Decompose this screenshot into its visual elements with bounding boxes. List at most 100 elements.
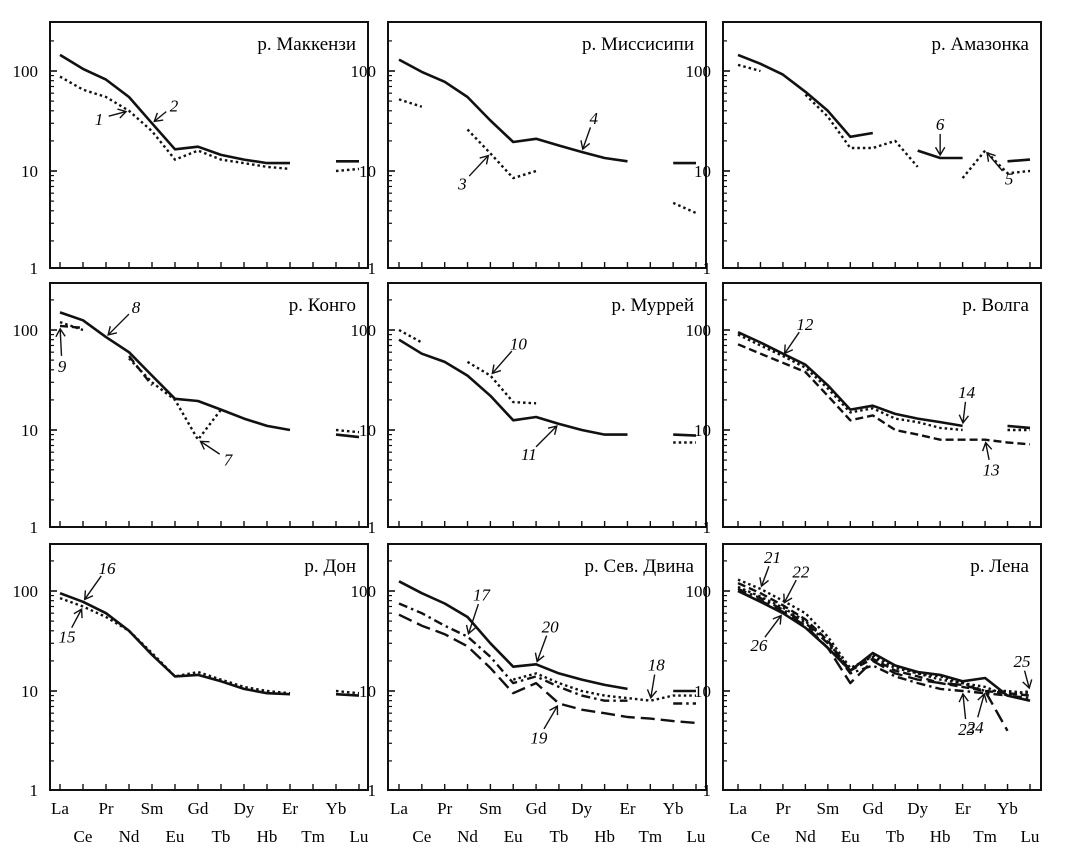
series-line xyxy=(59,596,291,695)
annotation-label: 24 xyxy=(967,718,985,737)
annotation-arrowhead xyxy=(534,652,545,663)
panel-frame xyxy=(49,282,369,528)
panel-1: 1 10 100 р. Маккензи 1 2 xyxy=(13,21,369,278)
series-17 xyxy=(398,602,696,705)
annotation-arrowhead xyxy=(117,108,128,119)
series-line xyxy=(737,578,1031,695)
y-tick-label: 1 xyxy=(703,259,712,278)
x-tick-label: Sm xyxy=(479,799,502,818)
y-tick-label: 1 xyxy=(368,781,377,800)
x-tick-label: Lu xyxy=(687,827,706,846)
series-line xyxy=(59,53,290,165)
y-tick-label: 1 xyxy=(368,518,377,537)
x-tick-label: La xyxy=(729,799,747,818)
y-tick-label: 100 xyxy=(351,62,377,81)
series-line xyxy=(398,338,628,436)
series-7 xyxy=(59,320,360,441)
annotation-label: 1 xyxy=(95,110,104,129)
x-tick-label: Tm xyxy=(639,827,663,846)
panel-frame xyxy=(387,282,707,528)
series-line xyxy=(335,692,360,697)
x-tick-label: Sm xyxy=(817,799,840,818)
panel-frame xyxy=(722,543,1042,791)
x-tick-label: Ce xyxy=(412,827,431,846)
annotation-label: 2 xyxy=(170,96,179,115)
annotation-arrowhead xyxy=(977,692,988,703)
series-line xyxy=(59,324,84,330)
annotation-arrow xyxy=(84,575,102,600)
x-tick-label: Tb xyxy=(886,827,905,846)
series-4 xyxy=(398,58,696,165)
panel-2: 1 10 100 р. Миссисипи 3 4 xyxy=(351,21,707,278)
y-tick-label: 10 xyxy=(359,162,376,181)
annotation-arrow xyxy=(760,565,770,587)
series-line xyxy=(737,53,874,139)
annotation-5: 5 xyxy=(986,151,1013,189)
y-tick-label: 1 xyxy=(703,781,712,800)
annotation-18: 18 xyxy=(646,656,665,700)
annotation-label: 15 xyxy=(59,627,76,646)
series-16 xyxy=(59,591,360,697)
y-tick-label: 1 xyxy=(703,518,712,537)
annotation-8: 8 xyxy=(107,298,141,336)
annotation-label: 20 xyxy=(542,617,560,636)
annotation-10: 10 xyxy=(491,335,528,375)
x-tick-label: Lu xyxy=(350,827,369,846)
annotation-label: 4 xyxy=(590,109,599,128)
annotation-arrowhead xyxy=(73,607,83,619)
series-6 xyxy=(737,53,1031,163)
x-tick-label: Pr xyxy=(775,799,790,818)
annotation-4: 4 xyxy=(580,109,599,151)
annotation-label: 26 xyxy=(750,636,768,655)
series-line xyxy=(917,149,963,160)
panel-frame xyxy=(387,543,707,791)
series-line xyxy=(1007,158,1031,163)
series-line xyxy=(737,589,1031,702)
series-13 xyxy=(737,343,1031,446)
y-tick-label: 100 xyxy=(686,321,712,340)
annotation-3: 3 xyxy=(457,154,490,193)
x-tick-label: Er xyxy=(282,799,298,818)
annotation-label: 22 xyxy=(792,562,810,581)
annotation-label: 10 xyxy=(510,335,528,354)
series-line xyxy=(398,58,628,163)
annotation-label: 16 xyxy=(99,559,117,578)
panel-frame xyxy=(722,282,1042,528)
annotation-arrowhead xyxy=(986,151,996,162)
annotation-19: 19 xyxy=(530,704,559,747)
x-tick-label: Ce xyxy=(74,827,93,846)
annotation-12: 12 xyxy=(783,315,814,355)
series-line xyxy=(335,428,360,434)
annotation-arrowhead xyxy=(646,689,658,700)
y-tick-label: 100 xyxy=(686,62,712,81)
annotation-21: 21 xyxy=(759,548,781,588)
x-tick-label: Eu xyxy=(166,827,185,846)
y-tick-label: 100 xyxy=(686,582,712,601)
series-5 xyxy=(737,63,1031,179)
series-line xyxy=(737,582,1031,697)
series-line xyxy=(737,343,1031,446)
series-line xyxy=(59,591,291,696)
series-18 xyxy=(512,672,696,702)
annotation-arrow xyxy=(962,401,967,423)
annotation-arrowhead xyxy=(465,624,476,636)
series-11 xyxy=(398,338,697,437)
x-tick-label: Tm xyxy=(973,827,997,846)
series-2 xyxy=(59,53,359,165)
annotation-arrow xyxy=(153,111,167,122)
annotation-arrow xyxy=(977,693,985,718)
series-line xyxy=(737,333,963,432)
x-tick-label: Dy xyxy=(234,799,255,818)
panel-title: р. Лена xyxy=(970,556,1029,577)
annotation-11: 11 xyxy=(521,425,558,464)
annotation-20: 20 xyxy=(534,617,560,663)
series-14 xyxy=(737,331,1031,430)
x-tick-label: Er xyxy=(955,799,971,818)
panel-frame xyxy=(387,21,707,269)
x-axis-labels: La Pr Sm Gd Dy Er Yb Ce Nd Eu Tb Hb Tm Lu La Pr Sm Gd Dy Er… xyxy=(51,799,1040,846)
y-tick-label: 10 xyxy=(694,162,711,181)
x-tick-label: Yb xyxy=(997,799,1018,818)
panel-frame xyxy=(49,543,369,791)
annotation-label: 6 xyxy=(936,115,945,134)
